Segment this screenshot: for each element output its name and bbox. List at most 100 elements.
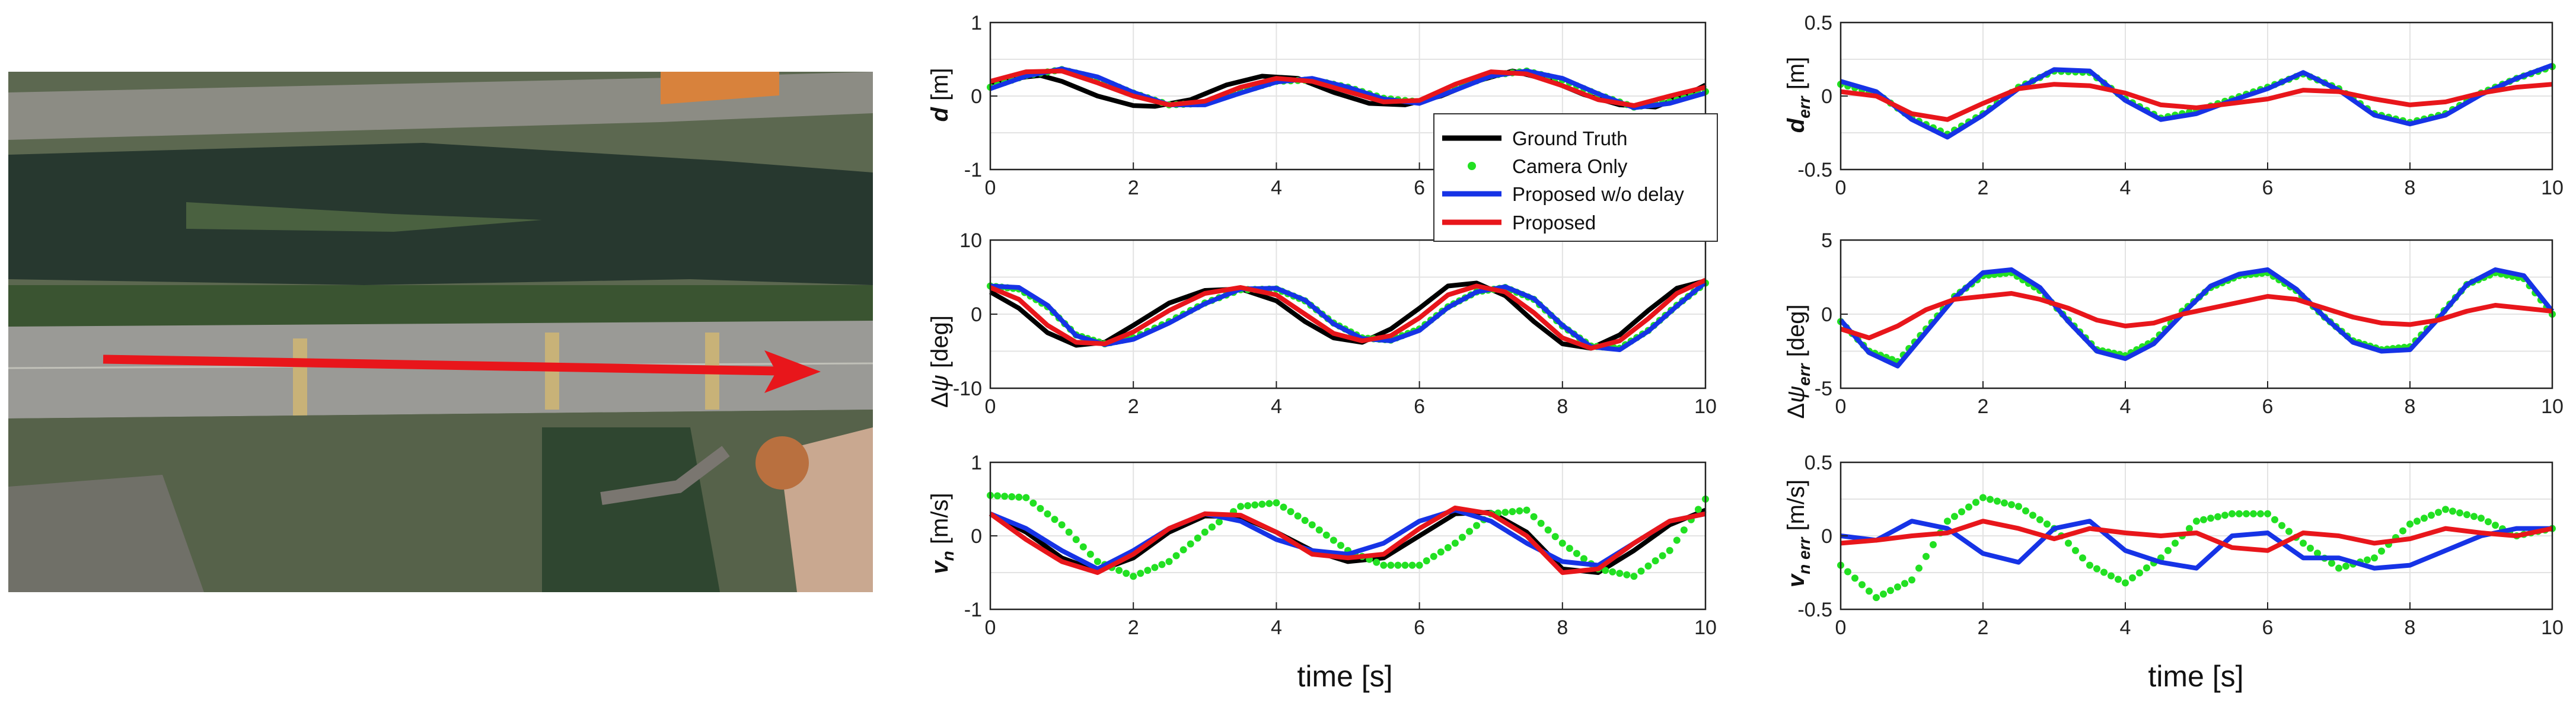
vn_err-point-camera-only: [2470, 513, 2478, 520]
vn-point-camera-only: [1501, 509, 1509, 516]
vn-point-camera-only: [1172, 552, 1180, 560]
vn-point-camera-only: [1401, 561, 1409, 569]
vn-point-camera-only: [1380, 561, 1388, 569]
vn_err-point-camera-only: [2378, 547, 2385, 555]
d_err-xtick-label: 10: [2541, 177, 2564, 199]
vn_err-point-camera-only: [2399, 527, 2406, 535]
vn_err-point-camera-only: [1894, 583, 1901, 591]
vn-point-camera-only: [1065, 528, 1073, 536]
vn-point-camera-only: [1573, 549, 1580, 557]
vn_err-xtick-label: 0: [1835, 616, 1847, 639]
dpsi-xtick-label: 6: [1414, 395, 1425, 418]
vn-point-camera-only: [1001, 493, 1009, 500]
ylabel-d-err: derr [m]: [1783, 57, 1813, 133]
vn_err-point-camera-only: [2172, 539, 2179, 547]
path-arrow-shaft: [103, 354, 780, 376]
d_err-xtick-label: 2: [1978, 177, 1989, 199]
vn_err-point-camera-only: [2371, 554, 2378, 562]
dpsi_err-ytick-label: 0: [1821, 303, 1832, 326]
vn_err-point-camera-only: [2036, 516, 2043, 523]
vn_err-point-camera-only: [2186, 525, 2193, 532]
vn-point-camera-only: [1580, 555, 1587, 563]
d_err-ytick-label: -0.5: [1797, 159, 1832, 181]
vn-point-camera-only: [1179, 546, 1187, 554]
vn_err-point-camera-only: [2072, 547, 2079, 554]
vn-point-camera-only: [1423, 557, 1430, 565]
vn-point-camera-only: [1130, 573, 1137, 580]
dpsi-xtick-label: 0: [985, 395, 996, 418]
footpath: [600, 446, 730, 505]
dpsi_err-xtick-label: 8: [2405, 395, 2416, 418]
vn-point-camera-only: [1265, 500, 1273, 507]
vn_err-point-camera-only: [2328, 560, 2335, 567]
dpsi-xtick-label: 8: [1557, 395, 1568, 418]
vn-point-camera-only: [1187, 540, 1194, 548]
vn-line-nod: [989, 507, 1706, 571]
vn-point-camera-only: [1165, 558, 1173, 565]
vn-point-camera-only: [1273, 499, 1280, 507]
xlabel-left: time [s]: [1297, 660, 1392, 693]
vn_err-point-camera-only: [1944, 517, 1951, 525]
vn-point-camera-only: [1616, 570, 1624, 577]
vn_err-line-prop: [1840, 519, 2553, 553]
vn_err-point-camera-only: [1987, 496, 1994, 503]
vn_err-point-camera-only: [2143, 564, 2150, 572]
d_err-ytick-label: 0: [1821, 85, 1832, 108]
dpsi_err-line-prop: [1839, 291, 2553, 340]
vn-point-camera-only: [1022, 494, 1030, 501]
vn_err-point-camera-only: [1979, 494, 1987, 501]
vn_err-point-camera-only: [2221, 512, 2229, 519]
vn-point-camera-only: [1151, 564, 1159, 571]
vn_err-point-camera-only: [2093, 565, 2100, 573]
vn_err-point-camera-only: [2285, 528, 2293, 535]
legend-label-nod: Proposed w/o delay: [1512, 183, 1684, 205]
vn-point-camera-only: [1609, 568, 1617, 576]
ylabel-vn-err: vn err [m/s]: [1783, 480, 1813, 587]
vn-xtick-label: 6: [1414, 616, 1425, 639]
xlabel-right: time [s]: [2148, 660, 2243, 693]
vn-xtick-label: 2: [1128, 616, 1139, 639]
d-xtick-label: 6: [1414, 177, 1425, 199]
path-arrow-head: [764, 350, 821, 393]
vn_err-point-camera-only: [2015, 503, 2022, 510]
vn_err-point-camera-only: [2108, 572, 2115, 580]
vn-line-prop: [989, 505, 1706, 575]
vn-point-camera-only: [1144, 567, 1152, 574]
vn_err-point-camera-only: [1887, 587, 1894, 595]
vn_err-point-camera-only: [1901, 580, 1908, 587]
vn-point-camera-only: [1602, 567, 1609, 574]
dpsi-ytick-label: 10: [959, 229, 982, 252]
dpsi-ytick-label: 0: [971, 303, 982, 326]
vn-point-camera-only: [1287, 508, 1295, 516]
vn-point-camera-only: [1115, 567, 1123, 574]
vn-point-camera-only: [1051, 516, 1059, 523]
dpsi_err-line-nod: [1838, 267, 2555, 369]
vn_err-point-camera-only: [2421, 515, 2428, 522]
vn_err-point-camera-only: [2043, 520, 2051, 528]
dpsi-xtick-label: 2: [1128, 395, 1139, 418]
dpsi-line-prop: [989, 277, 1707, 351]
vn-xtick-label: 0: [985, 616, 996, 639]
vn_err-point-camera-only: [1951, 513, 1958, 520]
vn-point-camera-only: [1194, 534, 1201, 542]
vn-point-camera-only: [1280, 503, 1287, 511]
vn-point-camera-only: [1158, 561, 1166, 568]
dpsi-xtick-label: 4: [1271, 395, 1282, 418]
vn_err-point-camera-only: [2065, 539, 2072, 547]
d_err-line-nod: [1839, 63, 2553, 140]
vn-point-camera-only: [1301, 516, 1309, 524]
d_err-xtick-label: 0: [1835, 177, 1847, 199]
vn-point-camera-only: [1315, 526, 1323, 534]
vn-xtick-label: 8: [1557, 616, 1568, 639]
vn-point-camera-only: [1123, 570, 1130, 577]
vn_err-point-camera-only: [2136, 569, 2143, 577]
legend-label-cam: Camera Only: [1512, 155, 1628, 177]
ylabel-dpsi: Δψ [deg]: [927, 315, 953, 408]
vn_err-point-camera-only: [2193, 517, 2200, 525]
vn-point-camera-only: [1544, 526, 1552, 534]
vn_err-point-camera-only: [2214, 513, 2221, 520]
vn_err-point-camera-only: [2307, 544, 2314, 552]
vn-point-camera-only: [1673, 536, 1681, 544]
roundabout: [755, 436, 809, 490]
